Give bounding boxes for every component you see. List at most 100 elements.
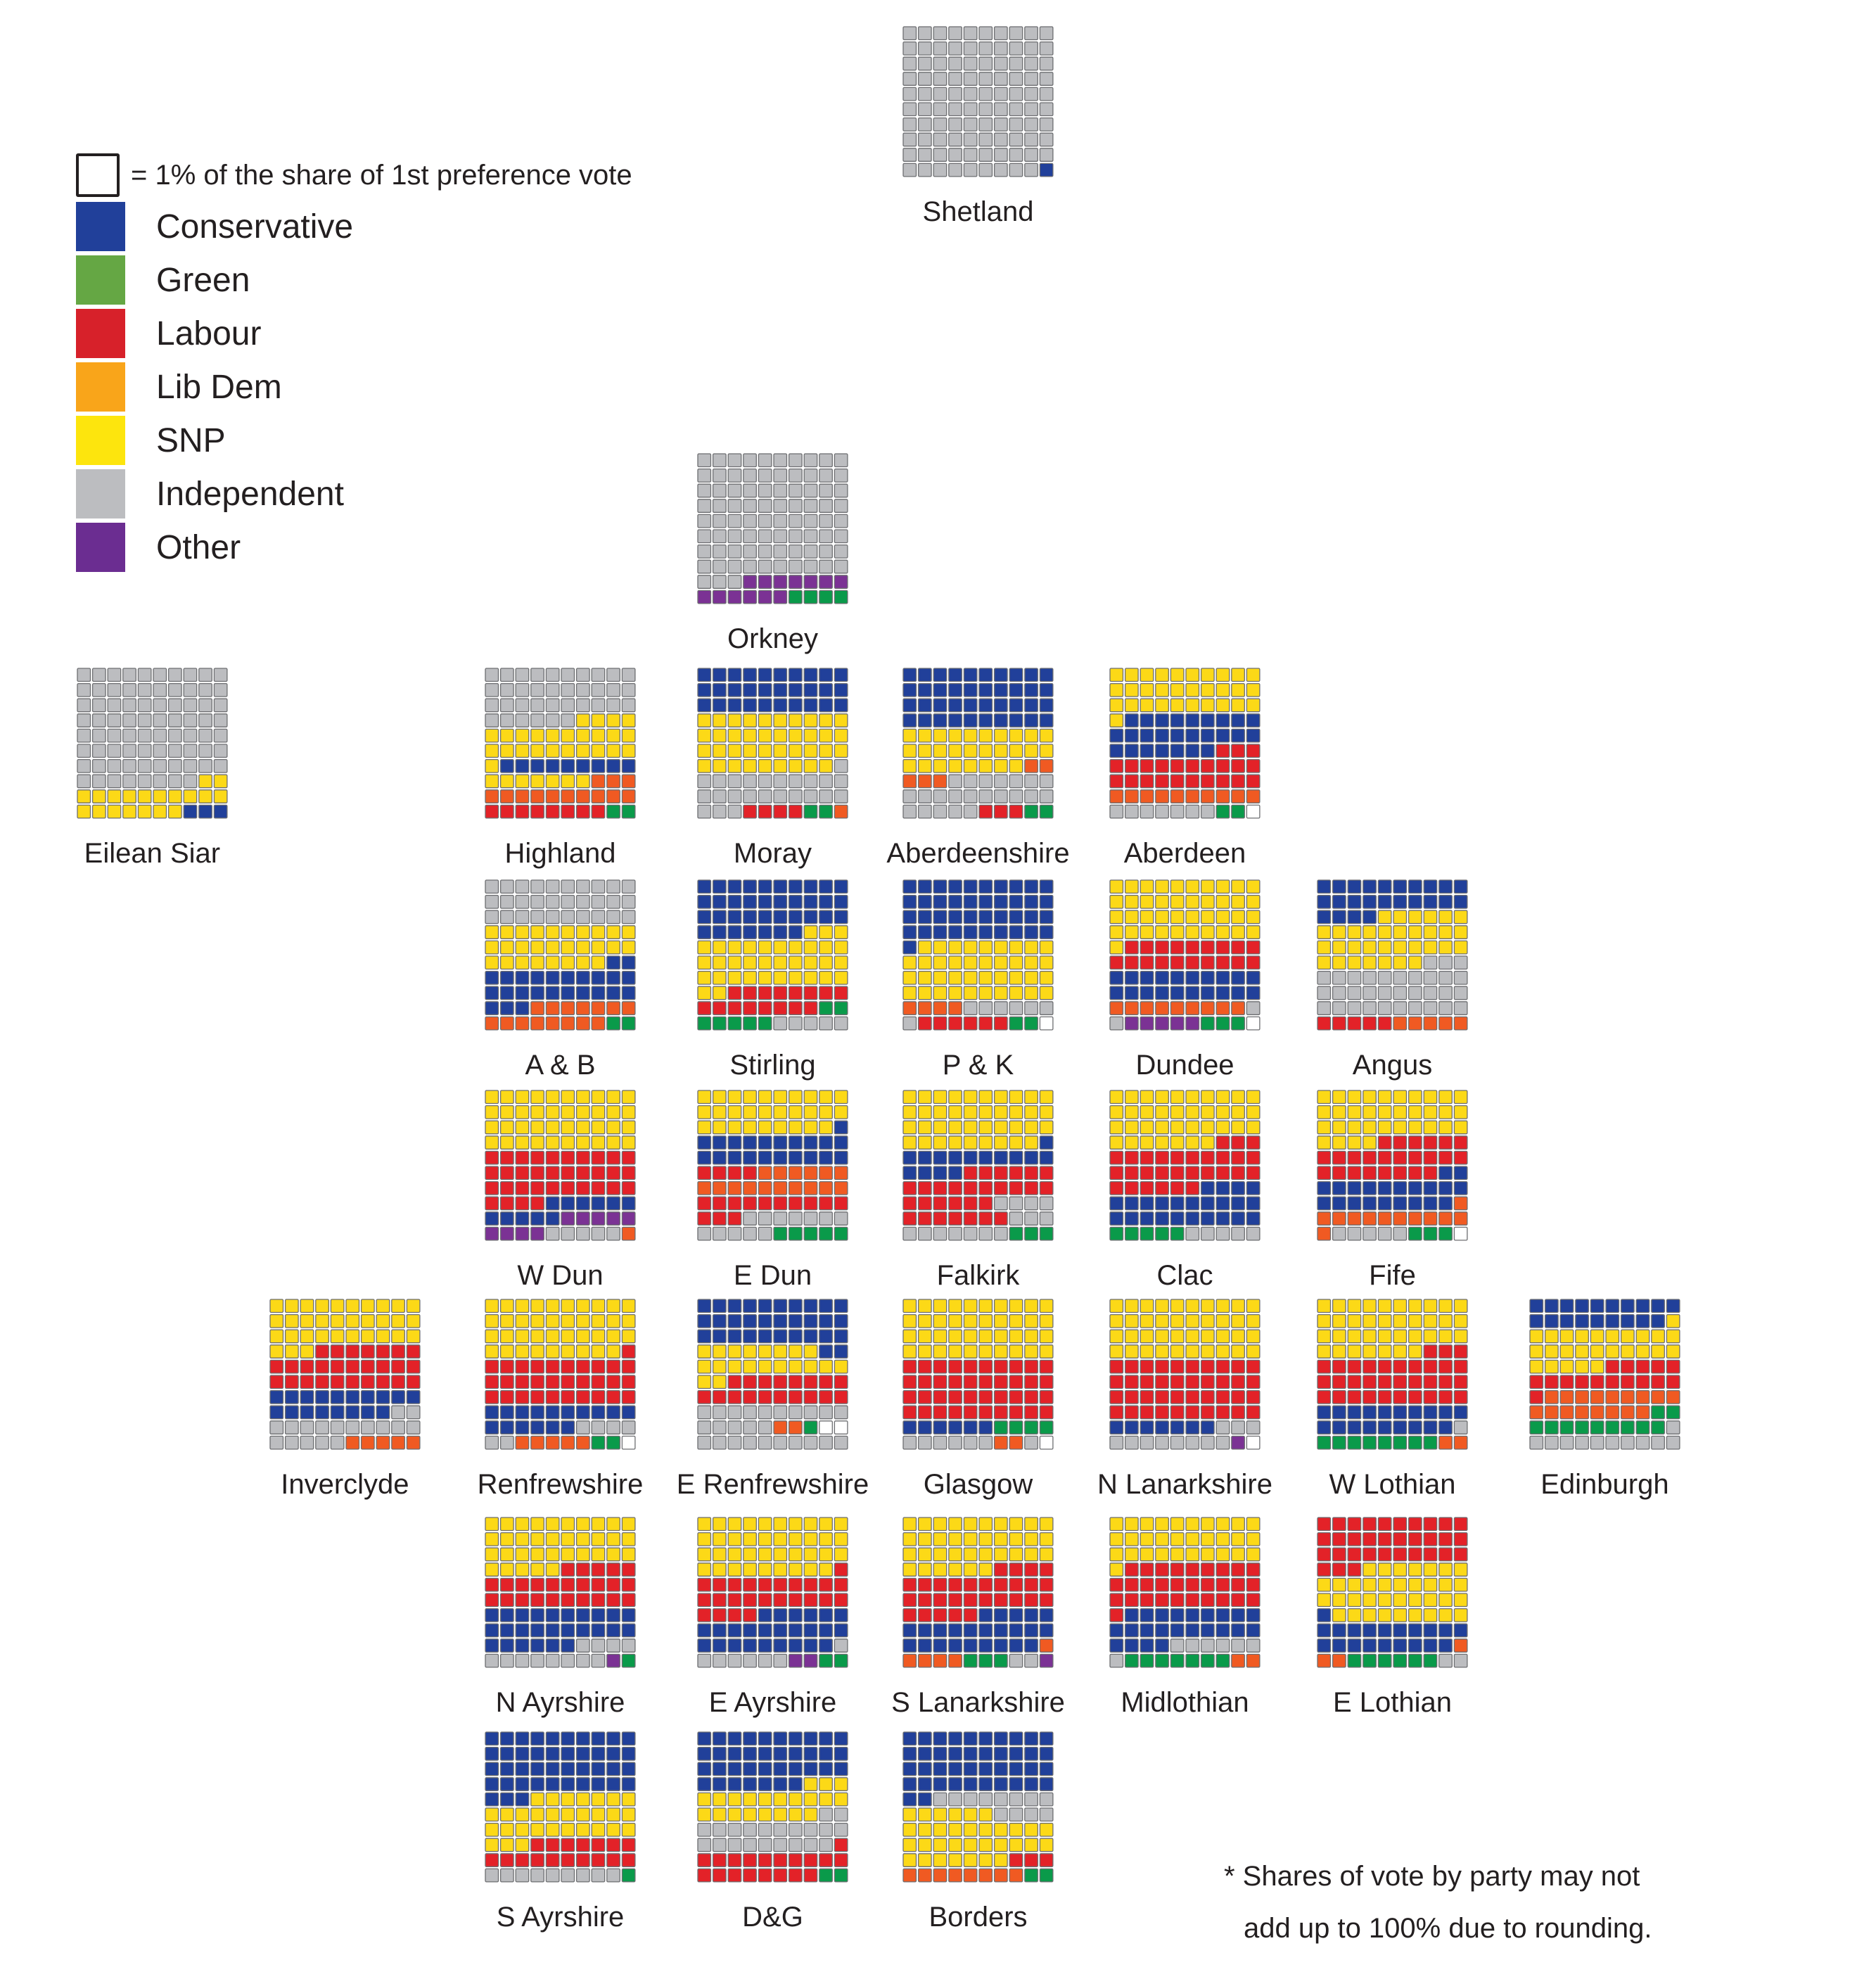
- vote-square: [561, 1344, 575, 1358]
- vote-square: [561, 925, 575, 939]
- vote-square: [743, 894, 757, 909]
- vote-square: [1332, 1577, 1346, 1592]
- vote-square: [697, 1299, 712, 1313]
- vote-square: [1024, 1405, 1038, 1420]
- vote-square: [621, 955, 636, 970]
- vote-square: [993, 132, 1008, 147]
- vote-square: [963, 1181, 978, 1195]
- vote-square: [963, 1762, 978, 1776]
- vote-square: [948, 1623, 962, 1638]
- vote-square: [743, 910, 757, 924]
- vote-square: [1453, 1166, 1468, 1181]
- vote-square: [712, 668, 727, 682]
- vote-square: [1215, 1016, 1230, 1031]
- vote-square: [993, 1375, 1008, 1389]
- vote-square: [948, 87, 962, 101]
- vote-square: [345, 1359, 360, 1374]
- vote-square: [1200, 1638, 1215, 1653]
- vote-square: [1200, 1211, 1215, 1226]
- vote-square: [1377, 970, 1392, 985]
- vote-square: [606, 1420, 620, 1434]
- vote-square: [1408, 894, 1422, 909]
- vote-square: [727, 986, 742, 1000]
- vote-square: [485, 1181, 499, 1195]
- vote-square: [712, 910, 727, 924]
- vote-square: [1453, 1196, 1468, 1211]
- vote-square: [485, 668, 499, 682]
- vote-square: [515, 1181, 530, 1195]
- vote-square: [1377, 1435, 1392, 1450]
- vote-square: [948, 774, 962, 789]
- vote-square: [819, 1731, 833, 1746]
- vote-square: [712, 1762, 727, 1776]
- vote-square: [1185, 1608, 1200, 1622]
- vote-square: [391, 1344, 405, 1358]
- vote-square: [978, 970, 993, 985]
- vote-square: [1024, 56, 1038, 71]
- vote-square: [107, 713, 122, 727]
- vote-square: [1185, 1196, 1200, 1211]
- vote-square: [1246, 1016, 1261, 1031]
- vote-square: [561, 1405, 575, 1420]
- vote-square: [1024, 713, 1038, 727]
- vote-square: [1363, 1532, 1377, 1546]
- vote-square: [545, 940, 560, 955]
- vote-square: [561, 1638, 575, 1653]
- vote-square: [902, 910, 917, 924]
- vote-square: [606, 1777, 620, 1791]
- vote-square: [1215, 1150, 1230, 1165]
- vote-square: [712, 1868, 727, 1883]
- vote-square: [712, 575, 727, 589]
- vote-square: [727, 1211, 742, 1226]
- vote-square: [1231, 774, 1245, 789]
- vote-square: [743, 559, 757, 574]
- vote-square: [773, 804, 788, 819]
- vote-square: [1317, 1359, 1332, 1374]
- vote-square: [1039, 1090, 1054, 1105]
- vote-square: [1155, 1623, 1169, 1638]
- vote-square: [1231, 894, 1245, 909]
- vote-square: [933, 1838, 947, 1852]
- vote-square: [545, 1563, 560, 1577]
- vote-square: [1024, 1593, 1038, 1608]
- vote-square: [1124, 1593, 1139, 1608]
- vote-square: [1185, 713, 1200, 727]
- vote-square: [1124, 1329, 1139, 1344]
- vote-square: [1215, 1196, 1230, 1211]
- vote-square: [1231, 1638, 1245, 1653]
- vote-square: [183, 758, 198, 773]
- vote-square: [834, 986, 848, 1000]
- vote-square: [499, 1090, 514, 1105]
- vote-square: [153, 758, 167, 773]
- vote-square: [1185, 1435, 1200, 1450]
- vote-square: [591, 986, 606, 1000]
- vote-square: [1124, 1563, 1139, 1577]
- vote-square: [1009, 1150, 1023, 1165]
- vote-square: [1423, 1405, 1438, 1420]
- vote-square: [978, 894, 993, 909]
- vote-square: [1317, 910, 1332, 924]
- vote-square: [575, 1299, 590, 1313]
- vote-square: [773, 1313, 788, 1328]
- vote-square: [1423, 1181, 1438, 1195]
- vote-square: [1393, 1135, 1408, 1150]
- vote-square: [391, 1420, 405, 1434]
- vote-square: [1109, 879, 1124, 894]
- vote-square: [743, 1181, 757, 1195]
- vote-square: [933, 758, 947, 773]
- vote-square: [743, 1653, 757, 1668]
- vote-square: [315, 1435, 329, 1450]
- vote-square: [515, 1211, 530, 1226]
- vote-square: [1231, 1329, 1245, 1344]
- vote-square: [758, 758, 772, 773]
- vote-square: [606, 1344, 620, 1358]
- vote-square: [575, 1105, 590, 1119]
- vote-square: [788, 1435, 803, 1450]
- vote-square: [530, 1181, 544, 1195]
- vote-square: [1423, 1090, 1438, 1105]
- vote-square: [902, 72, 917, 86]
- vote-square: [575, 940, 590, 955]
- vote-square: [561, 1313, 575, 1328]
- vote-square: [803, 955, 818, 970]
- vote-square: [1438, 1090, 1453, 1105]
